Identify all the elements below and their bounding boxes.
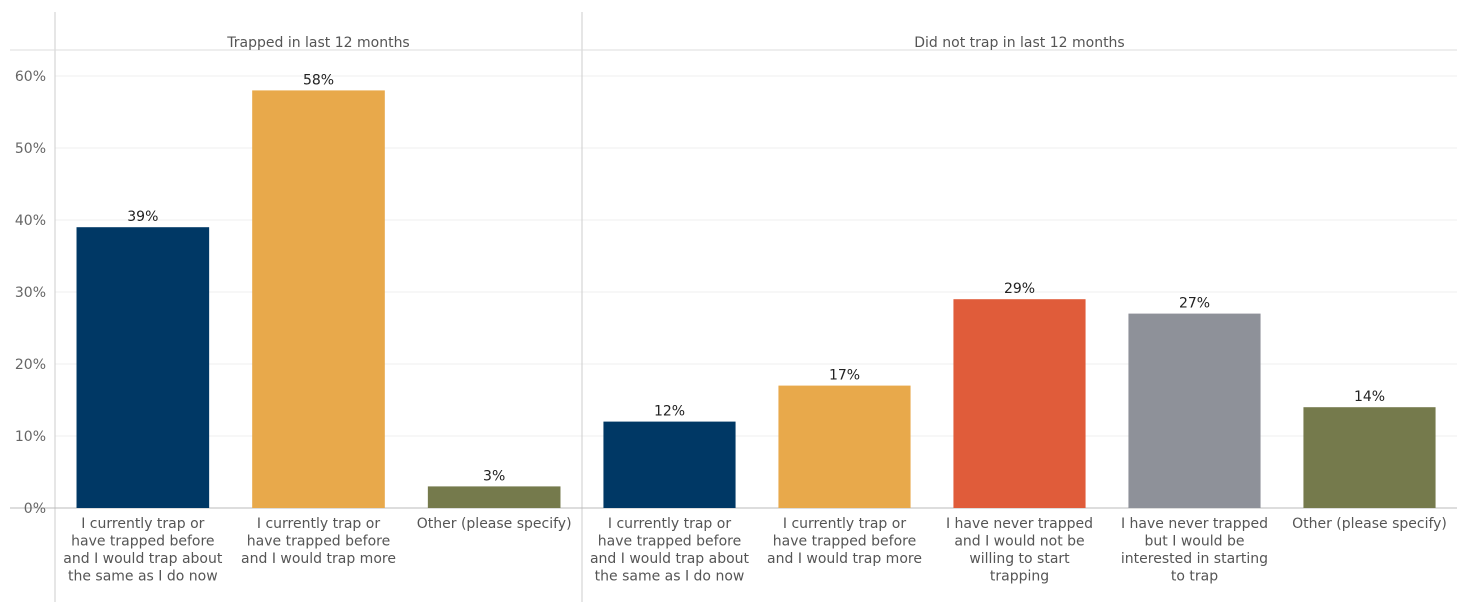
y-tick-label: 0% [24,501,46,517]
y-tick-label: 50% [15,141,46,157]
y-tick-label: 20% [15,357,46,373]
x-tick-label: I have never trapped but I would be intere… [1121,516,1268,585]
data-label: 3% [483,468,505,484]
data-label: 12% [654,404,685,420]
y-axis-ticks: 0% 10% 20% 30% 40% 50% 60% [15,69,46,517]
panel-2: Did not trap in last 12 months 12% I curre… [590,35,1447,585]
data-label: 39% [127,209,158,225]
panel-title: Trapped in last 12 months [226,35,409,51]
panel-title: Did not trap in last 12 months [914,35,1124,51]
data-label: 14% [1354,389,1385,405]
bar [1128,313,1261,508]
panel-1: Trapped in last 12 months 39% I currently … [63,35,571,585]
data-label: 27% [1179,296,1210,312]
bar [953,299,1086,508]
x-tick-label: Other (please specify) [417,516,572,532]
bar [1303,407,1436,508]
data-label: 29% [1004,281,1035,297]
data-label: 58% [303,72,334,88]
data-label: 17% [829,368,860,384]
bar [427,486,561,508]
y-tick-label: 60% [15,69,46,85]
y-tick-label: 10% [15,429,46,445]
y-tick-label: 40% [15,213,46,229]
x-tick-label: I currently trap or have trapped before an… [590,516,750,585]
y-tick-label: 30% [15,285,46,301]
axes [10,12,1457,602]
panels: Trapped in last 12 months 39% I currently … [63,35,1447,585]
x-tick-label: I currently trap or have trapped before an… [63,516,223,585]
bar [76,227,210,508]
bar [778,385,911,508]
bar [603,421,736,508]
x-tick-label: I have never trapped and I would not be wi… [946,516,1093,585]
x-tick-label: I currently trap or have trapped before an… [241,516,396,567]
bar [252,90,385,509]
x-tick-label: I currently trap or have trapped before an… [767,516,922,567]
x-tick-label: Other (please specify) [1292,516,1447,532]
